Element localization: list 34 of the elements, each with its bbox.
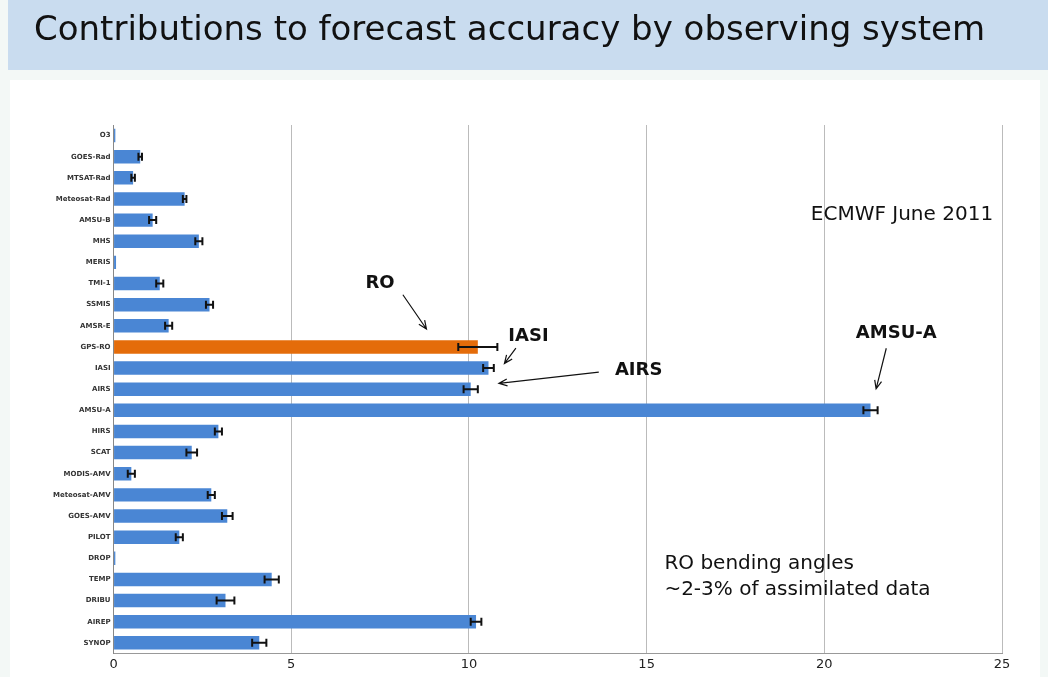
- bar: [114, 382, 471, 396]
- annotation: RO: [365, 271, 395, 293]
- bar: [114, 192, 185, 206]
- bar: [114, 424, 219, 439]
- annotation: AIRS: [614, 358, 663, 380]
- x-tick-label: 15: [638, 655, 655, 671]
- bar: [114, 530, 180, 544]
- x-tick-label: 20: [816, 655, 833, 671]
- x-tick-label: 5: [287, 655, 296, 671]
- x-tick-label: 0: [109, 655, 118, 671]
- annotation: ECMWF June 2011: [810, 201, 994, 226]
- bar: [114, 445, 192, 460]
- bar: [114, 297, 210, 312]
- annotation: RO bending angles ~2-3% of assimilated data: [664, 549, 931, 600]
- bar: [114, 319, 169, 333]
- bar: [114, 593, 226, 608]
- bar: [114, 636, 260, 650]
- bar: [114, 361, 489, 375]
- bar: [114, 149, 141, 164]
- chart-title: Contributions to forecast accuracy by observing system: [33, 7, 986, 48]
- bar: [114, 572, 272, 587]
- bar: [114, 234, 199, 248]
- bar: [114, 614, 477, 629]
- bar: [114, 488, 212, 502]
- bar: [114, 340, 478, 354]
- annotation: IASI: [508, 323, 549, 345]
- bar: [114, 403, 871, 418]
- bar: [114, 171, 134, 185]
- x-tick-label: 10: [460, 655, 478, 671]
- bar: [114, 213, 153, 227]
- annotation: AMSU-A: [855, 320, 937, 342]
- bar: [114, 276, 160, 291]
- bar: [114, 509, 228, 523]
- x-tick-label: 25: [993, 655, 1011, 671]
